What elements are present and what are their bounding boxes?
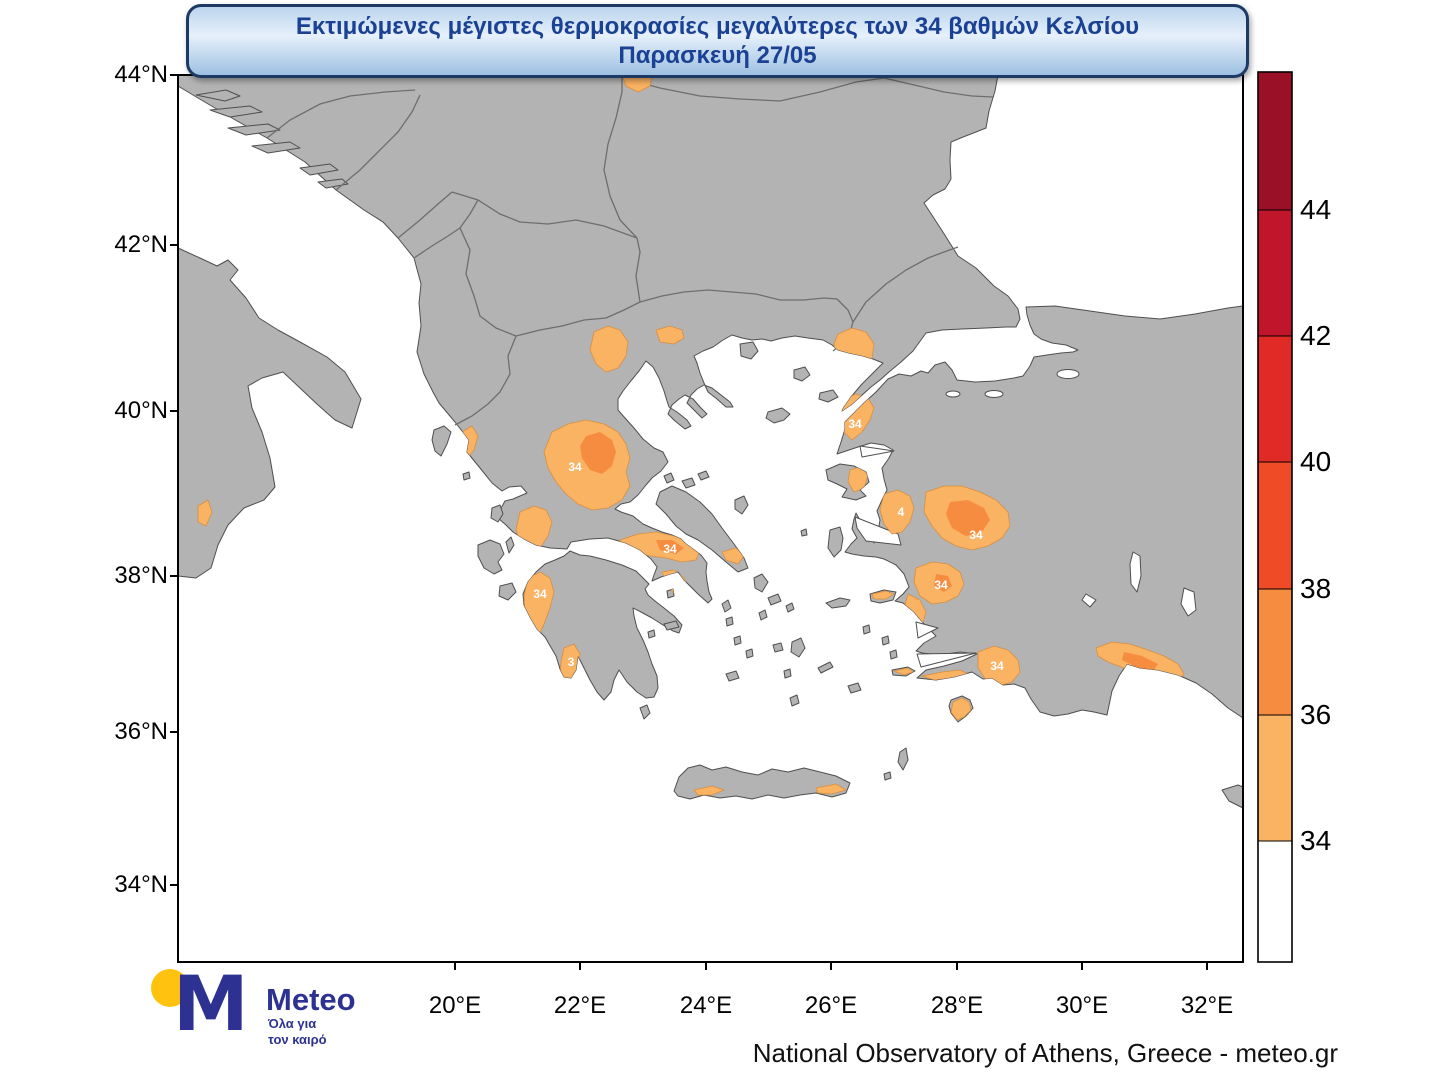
colorbar — [1257, 71, 1293, 963]
lon-tick-label: 30°E — [1055, 992, 1109, 1019]
colorbar-tick-label: 44 — [1300, 194, 1332, 225]
colorbar-tick-label: 40 — [1300, 446, 1332, 477]
colorbar-segment — [1257, 209, 1293, 337]
colorbar-segment — [1257, 588, 1293, 716]
colorbar-tick-label: 36 — [1300, 699, 1332, 730]
lat-tick-label: 44°N — [114, 61, 168, 88]
axis-ticks — [170, 74, 1208, 970]
heat-label: 4 — [898, 505, 905, 519]
lon-tick-label: 32°E — [1180, 992, 1234, 1019]
heat-label: 34 — [990, 659, 1004, 673]
lat-tick-label: 36°N — [114, 718, 168, 745]
lake-burdur — [1081, 593, 1097, 608]
lat-tick-label: 34°N — [114, 871, 168, 898]
lon-tick-label: 24°E — [679, 992, 733, 1019]
lat-tick-label: 38°N — [114, 562, 168, 589]
colorbar-segment — [1257, 335, 1293, 463]
colorbar-segment — [1257, 714, 1293, 842]
heat-label: 34 — [568, 460, 582, 474]
logo-tagline-line2: τον καιρό — [268, 1032, 327, 1047]
heat-label: 3 — [568, 655, 575, 669]
lon-tick-label: 22°E — [553, 992, 607, 1019]
meteo-logo: M Meteo Όλα για τον καιρό — [140, 958, 370, 1050]
colorbar-segment — [1257, 71, 1293, 211]
lat-tick-label: 42°N — [114, 231, 168, 258]
logo-brand-text: Meteo — [266, 982, 356, 1017]
logo-m-mark: M — [173, 959, 249, 1048]
map-subtitle-date: Παρασκευή 27/05 — [618, 42, 817, 69]
lon-tick-label: 26°E — [804, 992, 858, 1019]
lat-tick-label: 40°N — [114, 397, 168, 424]
title-banner: Εκτιμώμενες μέγιστες θερμοκρασίες μεγαλύ… — [186, 4, 1249, 78]
colorbar-tick-label: 38 — [1300, 573, 1332, 604]
lon-tick-label: 28°E — [930, 992, 984, 1019]
colorbar-segment — [1257, 461, 1293, 590]
heat-contour-labels: 34 34 34 34 34 4 34 34 34 3 — [533, 355, 1004, 673]
colorbar-outline — [1257, 71, 1293, 963]
logo-sun-circle — [151, 969, 189, 1007]
bays-and-lakes-layer — [854, 369, 1197, 668]
attribution-text: National Observatory of Athens, Greece -… — [752, 1038, 1338, 1068]
logo-tagline-line1: Όλα για — [268, 1016, 317, 1031]
colorbar-segment — [1257, 840, 1293, 963]
gulluk-bay — [915, 621, 939, 639]
lake-manyas — [945, 390, 961, 398]
edremit-bay — [859, 445, 895, 458]
lake-beysehir — [1180, 587, 1197, 617]
gokova-gulf — [916, 652, 977, 668]
colorbar-tick-label: 34 — [1300, 825, 1332, 856]
heat-label: 34 — [848, 417, 862, 431]
heat-label: 34 — [848, 355, 862, 369]
lake-egirdir — [1129, 551, 1142, 593]
heat-label: 34 — [663, 542, 677, 556]
heat-label: 34 — [934, 578, 948, 592]
heat-label: 34 — [969, 528, 983, 542]
lake-iznik — [1056, 369, 1080, 379]
heat-label: 34 — [533, 587, 547, 601]
lon-tick-label: 20°E — [428, 992, 482, 1019]
map-title: Εκτιμώμενες μέγιστες θερμοκρασίες μεγαλύ… — [295, 13, 1140, 40]
lake-ulubat — [984, 390, 1004, 398]
colorbar-tick-label: 42 — [1300, 320, 1332, 351]
